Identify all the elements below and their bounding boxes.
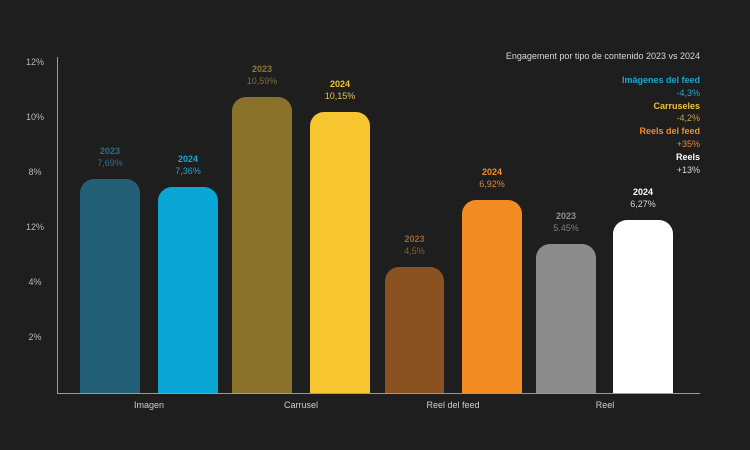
legend-change: +13% <box>676 164 700 175</box>
bar-2023 <box>80 179 140 393</box>
bar-value-label: 2024 7,36% <box>148 153 228 177</box>
bar-value: 4,5% <box>404 246 425 256</box>
bar-year: 2023 <box>555 211 577 221</box>
y-tick-label: 10% <box>25 112 44 122</box>
y-tick-label: 12% <box>25 222 44 232</box>
legend-name: Imágenes del feed <box>621 75 700 85</box>
bar-value: 6,92% <box>479 179 505 189</box>
x-category-label: Imagen <box>133 400 165 410</box>
bar-2023 <box>232 97 292 393</box>
bar-value: 5.45% <box>553 223 579 233</box>
bar-value-label: 2023 10,59% <box>222 63 302 87</box>
bar-value: 6,27% <box>630 199 656 209</box>
bar-value: 10,15% <box>324 91 356 101</box>
bar-2024 <box>613 220 673 393</box>
bar-value-label: 2023 4,5% <box>375 233 455 257</box>
legend-change: -4,3% <box>676 87 700 98</box>
y-tick-label: 4% <box>28 277 42 287</box>
bar-year: 2023 <box>251 64 273 74</box>
bar-year: 2023 <box>99 146 121 156</box>
bar-value: 7,36% <box>175 166 201 176</box>
bar-year: 2024 <box>329 79 351 89</box>
bar-2023 <box>536 244 596 393</box>
legend-name: Carruseles <box>653 100 700 111</box>
x-category-label: Carrusel <box>283 400 318 410</box>
bar-value-label: 2023 7,69% <box>70 145 150 169</box>
bar-value: 7,69% <box>97 158 123 168</box>
bar-value: 10,59% <box>246 76 278 86</box>
x-category-label: Reel <box>595 400 615 410</box>
legend-name: Reels <box>675 151 700 162</box>
bar-2024 <box>158 187 218 393</box>
x-category-label: Reel del feed <box>426 400 480 410</box>
y-tick-label: 8% <box>28 167 42 177</box>
bar-value-label: 2024 10,15% <box>300 78 380 102</box>
bar-2023 <box>385 267 444 393</box>
bar-year: 2024 <box>177 154 199 164</box>
bar-2024 <box>462 200 522 393</box>
y-axis-line <box>57 57 58 393</box>
bar-year: 2023 <box>404 234 425 244</box>
chart-title: Engagement por tipo de contenido 2023 vs… <box>505 51 700 61</box>
legend: Imágenes del feed -4,3% Carruseles -4,2%… <box>622 74 700 176</box>
legend-change: -4,2% <box>676 113 700 124</box>
bar-2024 <box>310 112 370 393</box>
bar-year: 2024 <box>481 167 503 177</box>
bar-value-label: 2024 6,27% <box>603 186 683 210</box>
bar-value-label: 2023 5.45% <box>526 210 606 234</box>
y-tick-label: 12% <box>25 57 44 67</box>
legend-change: +35% <box>676 138 700 149</box>
bar-year: 2024 <box>632 187 654 197</box>
legend-name: Reels del feed <box>639 126 700 137</box>
bar-value-label: 2024 6,92% <box>452 166 532 190</box>
x-axis-line <box>57 393 700 394</box>
y-tick-label: 2% <box>28 332 42 342</box>
